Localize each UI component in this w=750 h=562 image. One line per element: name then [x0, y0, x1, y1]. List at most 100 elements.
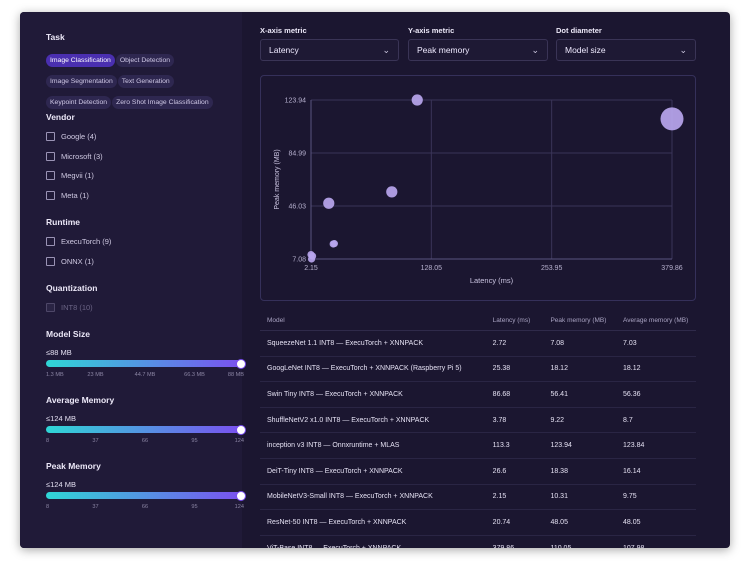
dot-diameter-select[interactable]: Model size ⌄ [556, 39, 696, 61]
checkbox[interactable] [46, 256, 55, 266]
tick-label: 37 [92, 504, 99, 510]
vendor-option[interactable]: Microsoft (3) [46, 151, 103, 161]
x-axis-select[interactable]: Latency ⌄ [260, 39, 399, 61]
peak-memory-slider[interactable] [46, 490, 246, 501]
table-row[interactable]: ViT-Base INT8 — ExecuTorch + XNNPACK379.… [260, 535, 696, 548]
model-name-cell: MobileNetV3-Small INT8 — ExecuTorch + XN… [260, 484, 486, 511]
runtime-option[interactable]: ExecuTorch (9) [46, 237, 111, 246]
task-heading: Task [46, 32, 65, 42]
metric-cell: 25.38 [485, 356, 544, 383]
tick-label: 1.3 MB [46, 372, 64, 378]
avg-memory-slider-thumb[interactable] [236, 424, 246, 435]
task-chips: Image Classification Object Detection Imag… [46, 49, 236, 112]
tick-label: 44.7 MB [134, 372, 156, 378]
vendor-option[interactable]: Google (4) [46, 132, 96, 141]
tick-label: 95 [191, 504, 198, 510]
table-row[interactable]: inception v3 INT8 — Onnxruntime + MLAS 11… [260, 432, 696, 459]
runtime-heading: Runtime [46, 217, 80, 227]
tick-label: 8 [46, 504, 50, 510]
quantization-option-label: INT8 (10) [61, 303, 93, 312]
table-row[interactable]: DeiT-Tiny INT8 — ExecuTorch + XNNPACK 26.… [260, 458, 696, 485]
scatter-point[interactable] [386, 186, 398, 198]
scatter-point[interactable] [330, 240, 338, 248]
table-row[interactable]: Swin Tiny INT8 — ExecuTorch + XNNPACK 86.… [260, 381, 696, 408]
table-header-row: Model Latency (ms) Peak memory (MB) Average… [260, 310, 696, 331]
metric-cell: 2.72 [485, 330, 544, 357]
model-size-value: ≤88 MB [46, 348, 72, 357]
x-tick-label: 379.86 [661, 265, 683, 272]
model-name-cell: ViT-Base INT8 — ExecuTorch + XNNPACK [260, 535, 486, 548]
model-size-heading: Model Size [46, 329, 90, 339]
runtime-option-label: ONNX (1) [61, 256, 94, 266]
metric-cell: 107.98 [616, 535, 696, 548]
x-tick-label: 2.15 [304, 265, 318, 272]
tick-label: 66 [141, 504, 149, 510]
filters-sidebar: Task Image Classification Object Detectio… [20, 12, 246, 548]
scatter-point[interactable] [411, 94, 423, 106]
metric-cell: 26.6 [485, 458, 544, 485]
x-axis-select-value: Latency [269, 45, 299, 55]
x-axis-label: X-axis metric [260, 26, 307, 35]
chevron-down-icon: ⌄ [531, 45, 539, 55]
task-chip[interactable]: Image Classification [46, 54, 115, 67]
y-axis-select[interactable]: Peak memory ⌄ [408, 39, 548, 61]
task-chip[interactable]: Keypoint Detection [46, 96, 112, 109]
checkbox[interactable] [46, 132, 55, 141]
vendor-option-label: Google (4) [61, 132, 97, 141]
column-header[interactable]: Model [260, 310, 486, 331]
metric-cell: 110.05 [543, 535, 616, 548]
checkbox[interactable] [46, 191, 55, 201]
vendor-option-label: Megvii (1) [61, 171, 94, 181]
metric-cell: 86.68 [485, 381, 544, 408]
checkbox[interactable] [46, 151, 55, 161]
vendor-heading: Vendor [46, 112, 75, 122]
table-row[interactable]: MobileNetV3-Small INT8 — ExecuTorch + XN… [260, 484, 696, 511]
chevron-down-icon: ⌄ [382, 45, 390, 55]
model-name-cell: inception v3 INT8 — Onnxruntime + MLAS [260, 432, 486, 459]
metric-cell: 113.3 [485, 432, 544, 459]
tick-label: 37 [92, 438, 99, 444]
scatter-point[interactable] [307, 251, 315, 259]
tick-label: 23 MB [87, 372, 104, 378]
peak-memory-slider-thumb[interactable] [236, 490, 246, 501]
task-chip[interactable]: Image Segmentation [46, 75, 117, 88]
runtime-option[interactable]: ONNX (1) [46, 256, 94, 266]
chevron-down-icon: ⌄ [679, 45, 687, 55]
scatter-point[interactable] [323, 197, 335, 209]
metric-cell: 123.84 [616, 432, 696, 459]
scatter-point[interactable] [660, 107, 684, 131]
model-name-cell: Swin Tiny INT8 — ExecuTorch + XNNPACK [260, 381, 486, 408]
metric-cell: 379.86 [485, 535, 544, 548]
metric-cell: 10.31 [543, 484, 616, 511]
checkbox[interactable] [46, 171, 55, 181]
metric-cell: 16.14 [616, 458, 696, 485]
vendor-option[interactable]: Megvii (1) [46, 171, 94, 181]
vendor-option-label: Meta (1) [61, 191, 89, 201]
model-name-cell: GoogLeNet INT8 — ExecuTorch + XNNPACK (R… [260, 356, 486, 383]
vendor-option[interactable]: Meta (1) [46, 191, 89, 201]
avg-memory-slider[interactable] [46, 424, 246, 435]
y-tick-label: 84.99 [288, 150, 306, 157]
results-table: Model Latency (ms) Peak memory (MB) Average… [260, 310, 696, 548]
app-window: Task Image Classification Object Detectio… [20, 12, 730, 548]
column-header[interactable]: Average memory (MB) [616, 310, 696, 331]
column-header[interactable]: Latency (ms) [485, 310, 544, 331]
dot-diameter-select-value: Model size [565, 45, 606, 55]
y-axis-select-value: Peak memory [417, 45, 470, 55]
table-row[interactable]: ResNet-50 INT8 — ExecuTorch + XNNPACK 20.… [260, 509, 696, 536]
metric-cell: 48.05 [543, 509, 616, 536]
table-row[interactable]: SqueezeNet 1.1 INT8 — ExecuTorch + XNNPA… [260, 330, 696, 357]
task-chip[interactable]: Text Generation [117, 75, 174, 88]
model-size-slider[interactable] [46, 358, 246, 369]
table-row[interactable]: ShuffleNetV2 x1.0 INT8 — ExecuTorch + XN… [260, 407, 696, 434]
tick-label: 66 [141, 438, 149, 444]
model-size-slider-thumb[interactable] [236, 358, 246, 369]
metric-cell: 18.12 [616, 356, 696, 383]
task-chip[interactable]: Zero Shot Image Classification [112, 96, 213, 109]
table-row[interactable]: GoogLeNet INT8 — ExecuTorch + XNNPACK (R… [260, 356, 696, 383]
x-tick-label: 253.95 [541, 265, 563, 272]
column-header[interactable]: Peak memory (MB) [543, 310, 616, 331]
peak-memory-value: ≤124 MB [46, 480, 76, 489]
task-chip[interactable]: Object Detection [115, 54, 175, 67]
checkbox[interactable] [46, 237, 55, 246]
